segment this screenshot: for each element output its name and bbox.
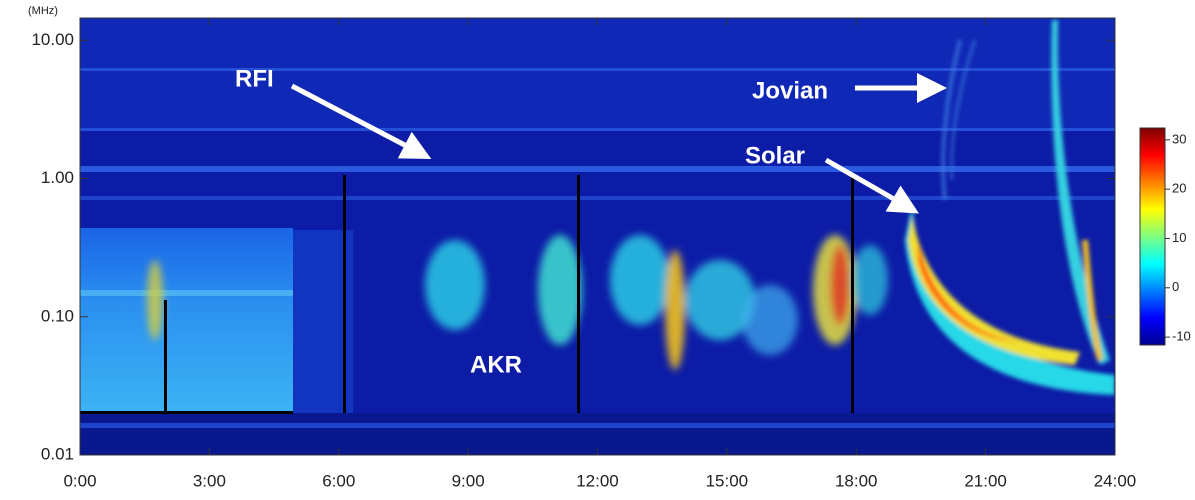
data-gap	[164, 300, 167, 413]
y-unit: (MHz)	[28, 5, 58, 17]
akr-blob	[538, 235, 582, 345]
colorbar-tick-label: 20	[1172, 181, 1186, 196]
noise-block	[80, 228, 293, 413]
x-tick-label: 18:00	[835, 471, 878, 490]
x-tick-label: 24:00	[1094, 471, 1137, 490]
x-tick-label: 6:00	[322, 471, 355, 490]
rfi-line	[80, 196, 1115, 200]
annotation-arrow	[290, 83, 432, 159]
jovian-arc	[1051, 20, 1110, 365]
colorbar	[1139, 127, 1166, 346]
jovian-arc	[1082, 239, 1103, 361]
akr-blob	[147, 260, 163, 340]
y-tick-label: 1.00	[41, 168, 74, 187]
jovian-arc	[941, 39, 962, 201]
x-tick-label: 12:00	[576, 471, 619, 490]
akr-emission	[147, 235, 888, 370]
x-tick-label: 3:00	[193, 471, 226, 490]
akr-blob	[830, 245, 850, 325]
jovian-arc	[950, 39, 976, 181]
colorbar-tick-label: 10	[1172, 230, 1186, 245]
x-tick-label: 9:00	[452, 471, 485, 490]
akr-blob	[852, 245, 888, 315]
akr-blob	[685, 260, 755, 340]
y-tick-label: 0.01	[41, 444, 74, 463]
x-tick-label: 15:00	[706, 471, 749, 490]
colorbar-tick-label: 0	[1172, 279, 1179, 294]
akr-blob	[425, 240, 485, 330]
colorbar-tick-label: -10	[1172, 329, 1191, 344]
data-gap	[80, 411, 293, 414]
solar-outer	[905, 205, 1115, 395]
rfi-line	[80, 166, 1115, 172]
y-tick-label: 0.10	[41, 306, 74, 325]
noise-line	[80, 290, 293, 296]
annotation-arrow	[824, 157, 920, 214]
low-band-line	[80, 423, 1115, 428]
akr-blob	[610, 235, 670, 325]
akr-blob	[665, 250, 685, 370]
y-tick-label: 10.00	[31, 30, 74, 49]
data-gap	[851, 175, 854, 413]
rfi-line	[80, 68, 1115, 71]
annotation: AKR	[470, 351, 522, 378]
data-gap	[577, 175, 580, 413]
akr-blob	[742, 285, 798, 355]
annotation: Jovian	[752, 77, 828, 104]
annotation: Solar	[745, 142, 805, 169]
rfi-line	[80, 128, 1115, 131]
solar-burst	[905, 20, 1115, 395]
x-tick-label: 0:00	[63, 471, 96, 490]
solar-mid	[908, 215, 1080, 365]
annotation: RFI	[235, 65, 274, 92]
x-tick-label: 21:00	[964, 471, 1007, 490]
colorbar-tick-label: 30	[1172, 131, 1186, 146]
data-gap	[343, 175, 346, 413]
